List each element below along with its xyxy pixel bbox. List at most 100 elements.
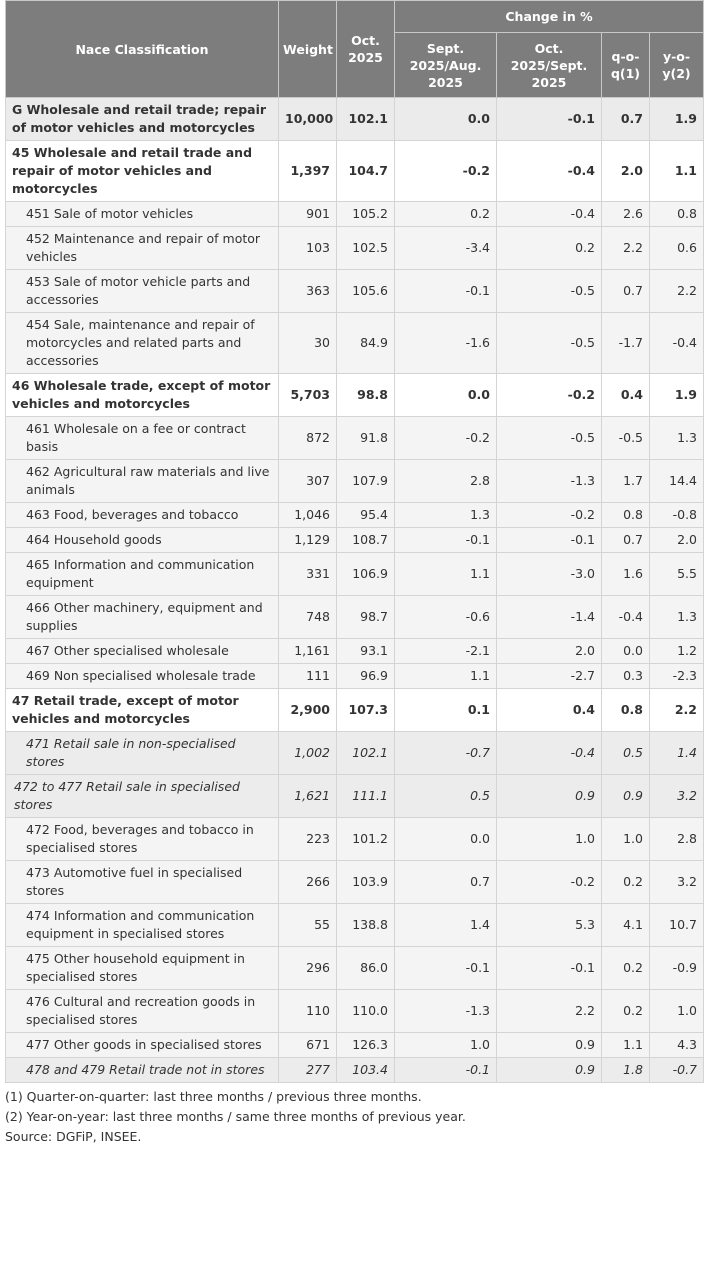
table-row: 454 Sale, maintenance and repair of moto… — [5, 312, 704, 374]
cell-yoy: -0.8 — [649, 502, 704, 528]
cell-yoy: 1.1 — [649, 140, 704, 202]
source-note: Source: DGFiP, INSEE. — [5, 1129, 142, 1144]
cell-yoy: 3.2 — [649, 860, 704, 904]
cell-oct-2025: 101.2 — [336, 817, 395, 861]
table-row: 46 Wholesale trade, except of motor vehi… — [5, 373, 704, 417]
cell-nace-label: 464 Household goods — [5, 527, 279, 553]
cell-sept-aug-change: -0.1 — [394, 1057, 497, 1083]
cell-oct-2025: 91.8 — [336, 416, 395, 460]
cell-qoq: 4.1 — [601, 903, 650, 947]
cell-qoq: 0.7 — [601, 269, 650, 313]
cell-sept-aug-change: 1.1 — [394, 663, 497, 689]
cell-nace-label: 47 Retail trade, except of motor vehicle… — [5, 688, 279, 732]
cell-oct-2025: 104.7 — [336, 140, 395, 202]
cell-sept-aug-change: 0.0 — [394, 373, 497, 417]
cell-weight: 748 — [278, 595, 337, 639]
header-sept-aug-l3: 2025 — [428, 74, 463, 90]
cell-nace-label: 471 Retail sale in non-specialised store… — [5, 731, 279, 775]
table-row: 472 to 477 Retail sale in specialised st… — [5, 774, 704, 818]
cell-oct-2025: 102.1 — [336, 731, 395, 775]
table-row: 472 Food, beverages and tobacco in speci… — [5, 817, 704, 861]
cell-yoy: 3.2 — [649, 774, 704, 818]
table-row: 474 Information and communication equipm… — [5, 903, 704, 947]
cell-oct-sept-change: 2.2 — [496, 989, 602, 1033]
table-row: 466 Other machinery, equipment and suppl… — [5, 595, 704, 639]
cell-qoq: 0.5 — [601, 731, 650, 775]
cell-nace-label: 451 Sale of motor vehicles — [5, 201, 279, 227]
cell-oct-sept-change: -0.5 — [496, 269, 602, 313]
cell-oct-sept-change: -0.2 — [496, 502, 602, 528]
cell-oct-2025: 102.1 — [336, 97, 395, 141]
cell-weight: 671 — [278, 1032, 337, 1058]
cell-sept-aug-change: -0.2 — [394, 140, 497, 202]
cell-qoq: -1.7 — [601, 312, 650, 374]
cell-oct-sept-change: 0.9 — [496, 774, 602, 818]
cell-oct-2025: 106.9 — [336, 552, 395, 596]
cell-weight: 1,046 — [278, 502, 337, 528]
cell-weight: 5,703 — [278, 373, 337, 417]
table-row: 47 Retail trade, except of motor vehicle… — [5, 688, 704, 732]
cell-weight: 331 — [278, 552, 337, 596]
cell-nace-label: 478 and 479 Retail trade not in stores — [5, 1057, 279, 1083]
cell-oct-sept-change: -0.2 — [496, 860, 602, 904]
cell-oct-2025: 95.4 — [336, 502, 395, 528]
cell-nace-label: 466 Other machinery, equipment and suppl… — [5, 595, 279, 639]
cell-oct-2025: 103.9 — [336, 860, 395, 904]
cell-nace-label: 475 Other household equipment in special… — [5, 946, 279, 990]
cell-sept-aug-change: 0.5 — [394, 774, 497, 818]
cell-yoy: 14.4 — [649, 459, 704, 503]
cell-yoy: -0.9 — [649, 946, 704, 990]
cell-weight: 296 — [278, 946, 337, 990]
header-yoy: y-o- y(2) — [649, 32, 704, 98]
table-row: 469 Non specialised wholesale trade 111 96… — [5, 663, 704, 689]
cell-weight: 1,621 — [278, 774, 337, 818]
cell-oct-sept-change: -3.0 — [496, 552, 602, 596]
cell-oct-2025: 111.1 — [336, 774, 395, 818]
cell-sept-aug-change: 1.3 — [394, 502, 497, 528]
cell-yoy: 1.4 — [649, 731, 704, 775]
cell-sept-aug-change: 1.0 — [394, 1032, 497, 1058]
cell-oct-2025: 107.9 — [336, 459, 395, 503]
cell-qoq: -0.4 — [601, 595, 650, 639]
cell-nace-label: 45 Wholesale and retail trade and repair… — [5, 140, 279, 202]
cell-weight: 872 — [278, 416, 337, 460]
cell-sept-aug-change: 0.0 — [394, 817, 497, 861]
cell-oct-sept-change: 1.0 — [496, 817, 602, 861]
cell-oct-sept-change: -0.4 — [496, 201, 602, 227]
cell-oct-sept-change: -0.4 — [496, 140, 602, 202]
cell-weight: 901 — [278, 201, 337, 227]
table-row: 467 Other specialised wholesale 1,161 93.1… — [5, 638, 704, 664]
cell-oct-2025: 105.2 — [336, 201, 395, 227]
header-oct-2025: Oct. 2025 — [336, 0, 395, 98]
cell-oct-2025: 105.6 — [336, 269, 395, 313]
cell-yoy: -0.4 — [649, 312, 704, 374]
retail-trade-table: Nace Classification Weight Oct. 2025 Cha… — [5, 0, 704, 1083]
cell-nace-label: 452 Maintenance and repair of motor vehi… — [5, 226, 279, 270]
cell-qoq: 2.2 — [601, 226, 650, 270]
cell-qoq: -0.5 — [601, 416, 650, 460]
cell-oct-2025: 86.0 — [336, 946, 395, 990]
cell-oct-sept-change: -1.3 — [496, 459, 602, 503]
cell-sept-aug-change: 0.0 — [394, 97, 497, 141]
cell-weight: 55 — [278, 903, 337, 947]
header-sept-aug-l1: Sept. — [426, 40, 465, 56]
header-change-in-percent: Change in % — [394, 0, 704, 33]
cell-qoq: 0.9 — [601, 774, 650, 818]
cell-weight: 1,129 — [278, 527, 337, 553]
cell-qoq: 0.4 — [601, 373, 650, 417]
cell-oct-2025: 126.3 — [336, 1032, 395, 1058]
cell-oct-sept-change: -0.5 — [496, 416, 602, 460]
cell-weight: 1,397 — [278, 140, 337, 202]
cell-qoq: 1.1 — [601, 1032, 650, 1058]
table-row: 461 Wholesale on a fee or contract basis… — [5, 416, 704, 460]
cell-oct-sept-change: -0.2 — [496, 373, 602, 417]
cell-oct-2025: 102.5 — [336, 226, 395, 270]
table-row: 463 Food, beverages and tobacco 1,046 95.4… — [5, 502, 704, 528]
cell-oct-sept-change: -1.4 — [496, 595, 602, 639]
cell-nace-label: 472 to 477 Retail sale in specialised st… — [5, 774, 279, 818]
cell-yoy: 10.7 — [649, 903, 704, 947]
cell-qoq: 0.8 — [601, 688, 650, 732]
cell-yoy: 2.8 — [649, 817, 704, 861]
header-qoq: q-o- q(1) — [601, 32, 650, 98]
cell-weight: 266 — [278, 860, 337, 904]
